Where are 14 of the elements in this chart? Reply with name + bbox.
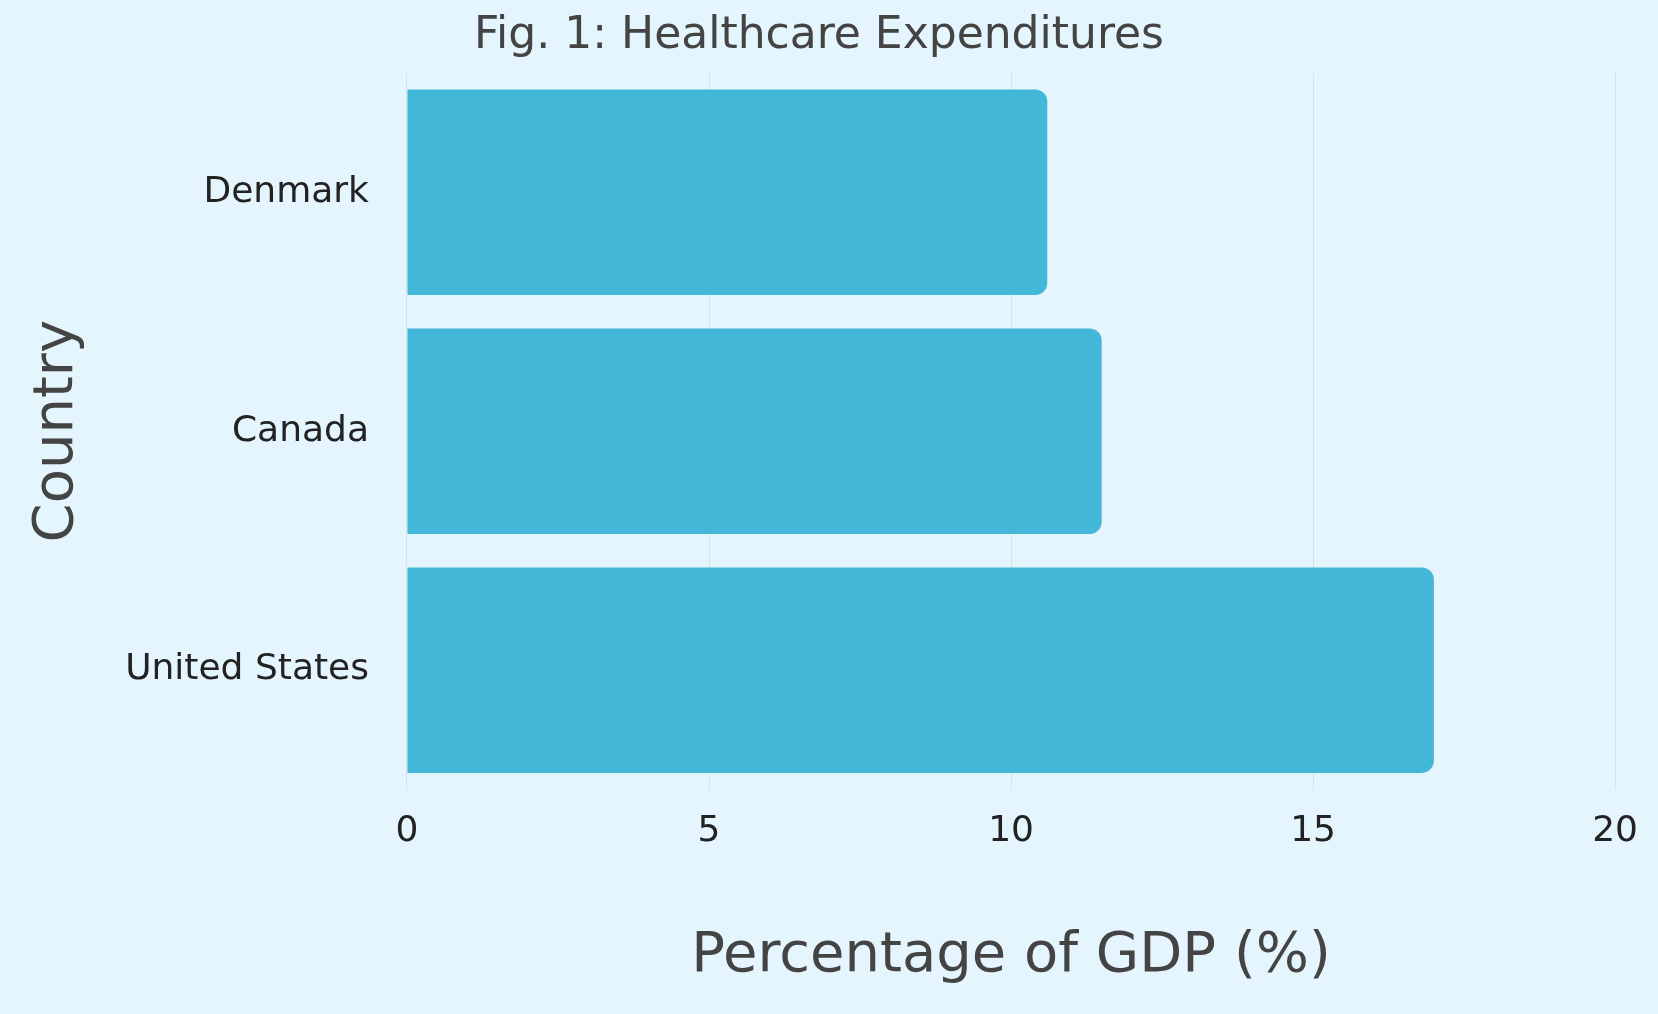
x-tick-label: 20 xyxy=(1592,807,1638,849)
bar xyxy=(407,328,1102,534)
x-tick-label: 0 xyxy=(395,807,419,849)
bar xyxy=(407,567,1434,773)
y-tick-label: Denmark xyxy=(203,168,370,210)
y-axis-title: Country xyxy=(20,319,86,543)
chart-title: Fig. 1: Healthcare Expenditures xyxy=(474,6,1164,58)
y-tick-label: United States xyxy=(125,646,369,688)
x-tick-label: 5 xyxy=(697,807,721,849)
y-tick-label: Canada xyxy=(231,407,369,449)
x-tick-label: 10 xyxy=(988,807,1034,849)
x-axis-title: Percentage of GDP (%) xyxy=(691,918,1331,984)
x-tick-label: 15 xyxy=(1290,807,1336,849)
bar xyxy=(407,89,1048,296)
